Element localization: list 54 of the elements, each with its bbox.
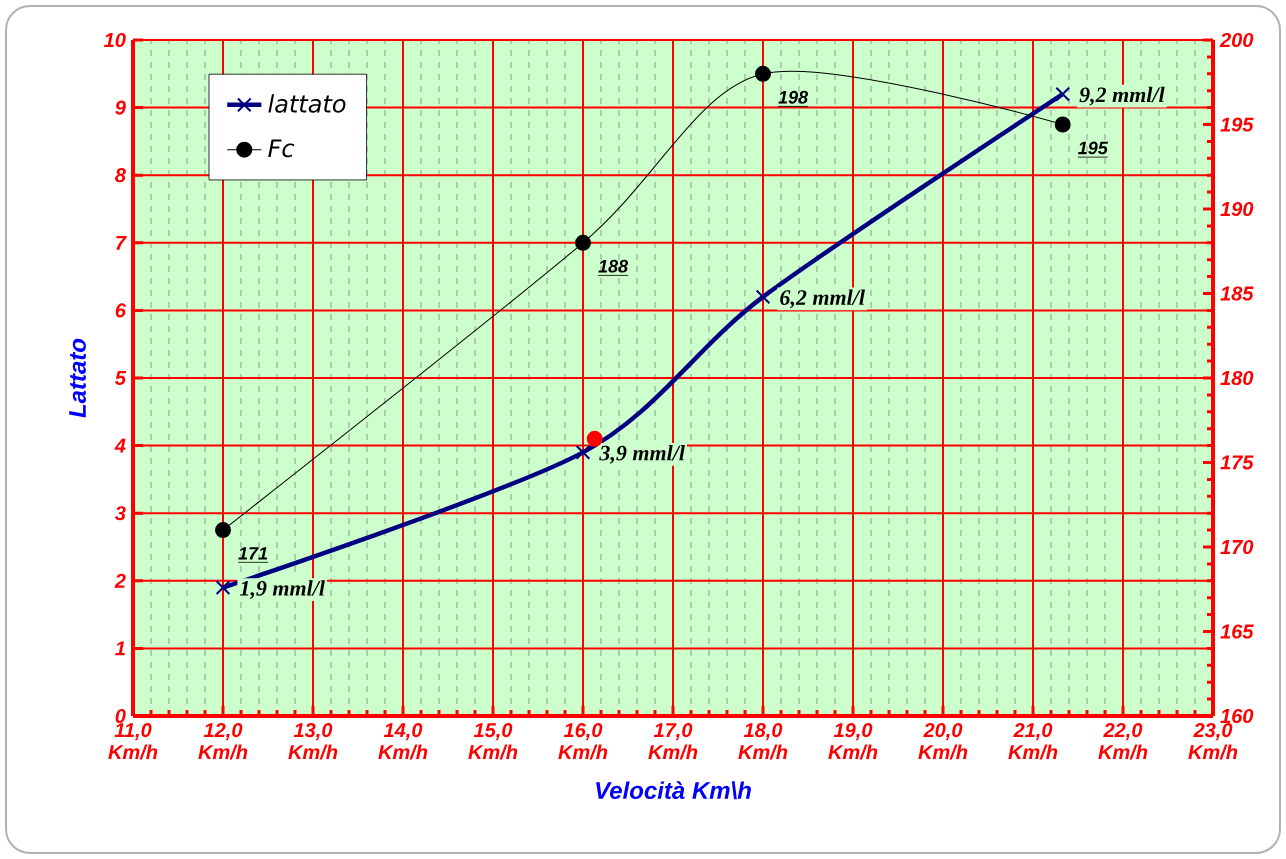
y2-tick-label: 180 [1220, 370, 1254, 386]
point [215, 522, 232, 539]
y-axis-title: Lattato [69, 338, 86, 418]
y-tick-label: 3 [114, 506, 126, 521]
data-label: 195 [1078, 141, 1109, 155]
data-label: 188 [598, 259, 629, 273]
y2-tick-label: 165 [1220, 624, 1254, 639]
y-tick-label: 8 [115, 168, 126, 183]
point [1054, 116, 1071, 133]
y-tick-label: 9 [115, 100, 126, 115]
y2-tick-label: 160 [1220, 708, 1254, 724]
x-tick-label: 15,0 Km/h [468, 723, 518, 760]
y-tick-label: 6 [115, 303, 127, 318]
x-tick-label: 21,0 Km/h [1008, 723, 1058, 760]
legend-label: lattato [268, 94, 346, 113]
y-tick-label: 5 [115, 371, 127, 385]
y2-tick-label: 185 [1220, 286, 1254, 301]
x-tick-label: 20,0 Km/h [918, 723, 968, 760]
x-tick-label: 12,0 Km/h [198, 723, 248, 760]
point [215, 580, 231, 595]
y2-tick-label: 195 [1220, 117, 1254, 132]
y2-tick-label: 200 [1219, 32, 1254, 48]
x-tick-label: 17,0 Km/h [648, 723, 698, 760]
y-tick-label: 0 [115, 708, 126, 724]
y2-tick-label: 175 [1220, 455, 1254, 470]
x-tick-label: 22,0 Km/h [1098, 723, 1148, 760]
y-tick-label: 2 [114, 573, 126, 588]
point [755, 289, 771, 305]
y2-tick-label: 170 [1220, 539, 1254, 555]
y-tick-label: 7 [116, 235, 127, 250]
point [755, 65, 772, 82]
x-axis-title: Velocità Km\h [596, 781, 751, 800]
data-label: 171 [238, 547, 268, 560]
y2-tick-label: 190 [1220, 201, 1254, 217]
x-tick-label: 14,0 Km/h [378, 723, 428, 760]
point [586, 430, 603, 447]
data-label: 198 [778, 90, 809, 104]
data-label: 6,2 mml/l [780, 289, 865, 309]
y-tick-label: 4 [114, 438, 126, 453]
x-tick-label: 19,0 Km/h [828, 723, 878, 760]
point [575, 445, 591, 460]
point [575, 234, 592, 251]
legend-label: Fc [268, 139, 295, 158]
x-tick-label: 18,0 Km/h [738, 723, 788, 760]
x-tick-label: 16,0 Km/h [558, 723, 608, 760]
data-label: 1,9 mml/l [239, 580, 325, 599]
data-label: 3,9 mml/l [599, 445, 685, 464]
data-label: 9,2 mml/l [1079, 86, 1165, 106]
y-tick-label: 1 [115, 641, 125, 656]
x-tick-label: 23,0 Km/h [1188, 723, 1238, 760]
x-tick-label: 13,0 Km/h [288, 723, 338, 760]
x-tick-label: 11,0 Km/h [108, 723, 158, 760]
point [1055, 86, 1071, 102]
y-tick-label: 10 [104, 32, 126, 48]
